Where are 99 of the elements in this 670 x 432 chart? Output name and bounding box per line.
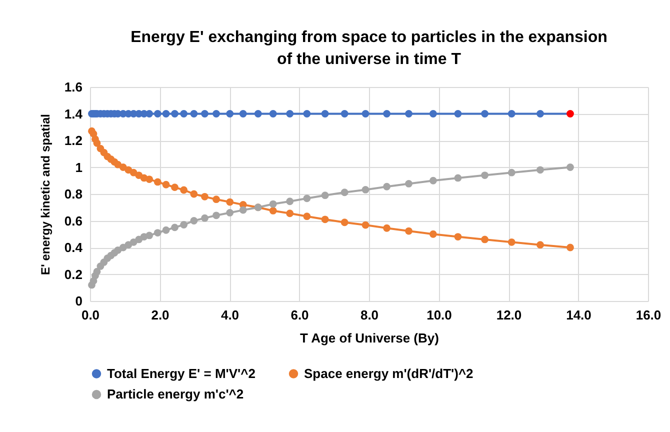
point bbox=[321, 110, 329, 118]
point bbox=[162, 110, 170, 118]
point bbox=[454, 233, 462, 240]
point bbox=[190, 217, 198, 224]
point bbox=[269, 110, 277, 118]
x-axis-title: T Age of Universe (By) bbox=[300, 330, 439, 346]
point bbox=[405, 110, 412, 118]
point bbox=[286, 110, 294, 118]
y-tick-label: 1.4 bbox=[64, 106, 84, 122]
point bbox=[212, 110, 220, 118]
point bbox=[321, 192, 329, 200]
point bbox=[162, 226, 170, 234]
point bbox=[93, 268, 101, 276]
point bbox=[405, 180, 412, 188]
point bbox=[286, 210, 294, 218]
point bbox=[286, 198, 294, 206]
x-tick-label: 2.0 bbox=[151, 308, 170, 322]
point bbox=[429, 230, 437, 238]
legend-label: Total Energy E' = M'V'^2 bbox=[107, 366, 256, 381]
point bbox=[180, 110, 188, 118]
x-tick-label: 12.0 bbox=[496, 308, 522, 322]
point bbox=[154, 229, 162, 236]
point bbox=[536, 241, 544, 249]
point bbox=[362, 186, 370, 194]
point bbox=[201, 214, 208, 222]
point bbox=[135, 172, 143, 179]
x-tick-label: 16.0 bbox=[636, 308, 662, 322]
y-tick-label: 1.6 bbox=[64, 80, 82, 94]
legend-label: Particle energy m'c'^2 bbox=[107, 386, 244, 402]
x-tick-label: 4.0 bbox=[220, 308, 240, 322]
x-tick-label: 6.0 bbox=[290, 308, 309, 322]
point bbox=[303, 194, 311, 202]
point bbox=[201, 110, 208, 118]
point bbox=[405, 227, 412, 235]
y-tick-label: 1.2 bbox=[64, 133, 82, 148]
point bbox=[154, 178, 162, 186]
point bbox=[508, 168, 516, 176]
point bbox=[171, 184, 178, 192]
point bbox=[239, 206, 247, 214]
point bbox=[566, 164, 574, 171]
point bbox=[180, 186, 188, 194]
chart-title: Energy E' exchanging from space to particles in the expansion of the universe in time T bbox=[130, 29, 608, 68]
point bbox=[429, 176, 437, 184]
point bbox=[303, 110, 311, 118]
point bbox=[481, 172, 488, 179]
point bbox=[254, 110, 262, 118]
point bbox=[171, 224, 178, 232]
point bbox=[340, 188, 348, 196]
point bbox=[226, 110, 234, 118]
point bbox=[226, 209, 234, 216]
point bbox=[146, 110, 153, 118]
y-tick-label: 0.2 bbox=[64, 266, 82, 282]
legend-label: Space energy m'(dR'/dT')^2 bbox=[304, 366, 474, 381]
point bbox=[93, 139, 101, 147]
point bbox=[212, 196, 220, 204]
y-tick-label: 0.4 bbox=[64, 240, 84, 255]
y-tick-label: 1 bbox=[75, 160, 82, 175]
point bbox=[180, 221, 188, 228]
point bbox=[383, 224, 390, 232]
point bbox=[454, 174, 462, 182]
point bbox=[362, 110, 370, 118]
point bbox=[383, 182, 390, 190]
point bbox=[162, 180, 170, 188]
point bbox=[226, 198, 234, 206]
point bbox=[362, 221, 370, 229]
point bbox=[481, 236, 488, 244]
point bbox=[303, 212, 311, 220]
y-tick-label: 0.8 bbox=[64, 186, 82, 202]
point bbox=[146, 176, 153, 183]
x-tick-label: 10.0 bbox=[426, 308, 452, 322]
point bbox=[536, 166, 544, 174]
point bbox=[340, 218, 348, 226]
point bbox=[269, 200, 277, 208]
point bbox=[171, 110, 178, 118]
point bbox=[566, 110, 574, 118]
point bbox=[508, 110, 516, 118]
x-tick-label: 8.0 bbox=[360, 308, 379, 322]
point bbox=[566, 244, 574, 252]
point bbox=[190, 190, 198, 198]
point bbox=[212, 212, 220, 220]
y-axis-title: E' energy kinetic and spatial bbox=[38, 114, 52, 275]
point bbox=[146, 232, 153, 240]
point bbox=[508, 238, 516, 246]
point bbox=[269, 207, 277, 214]
point bbox=[340, 110, 348, 118]
point bbox=[429, 110, 437, 118]
point bbox=[201, 192, 208, 200]
point bbox=[481, 110, 488, 118]
point bbox=[383, 110, 390, 118]
point bbox=[454, 110, 462, 118]
x-tick-label: 14.0 bbox=[566, 308, 592, 322]
point bbox=[536, 110, 544, 118]
y-tick-label: 0 bbox=[75, 294, 82, 308]
x-tick-label: 0.0 bbox=[81, 308, 100, 322]
point bbox=[239, 110, 247, 118]
point bbox=[190, 110, 198, 118]
point bbox=[321, 216, 329, 224]
y-tick-label: 0.6 bbox=[64, 213, 82, 228]
point bbox=[154, 110, 162, 118]
